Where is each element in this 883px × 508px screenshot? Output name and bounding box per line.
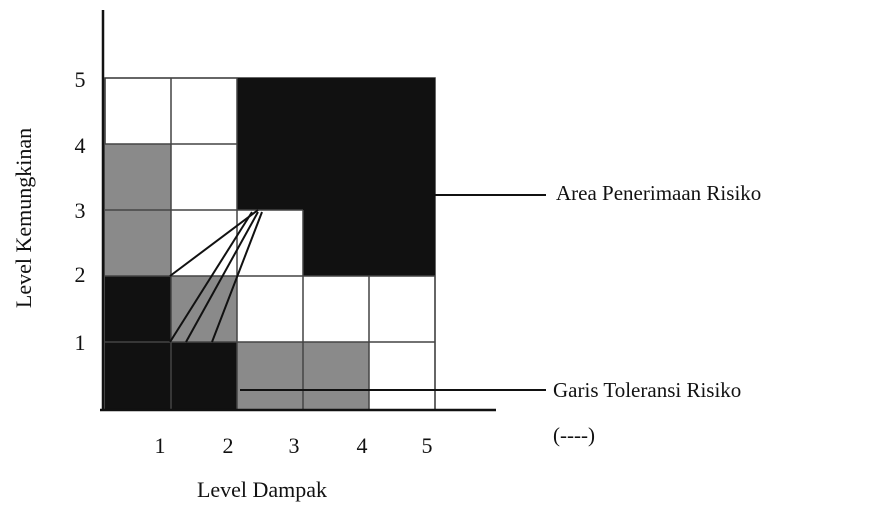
x-tick-label: 3 <box>289 433 300 458</box>
y-axis-label: Level Kemungkinan <box>11 128 36 308</box>
x-ticks: 1 2 3 4 5 <box>155 433 433 458</box>
y-tick-label: 2 <box>75 262 86 287</box>
cell-black <box>303 210 435 276</box>
annotation: Area Penerimaan Risiko <box>556 181 761 205</box>
matrix-cells <box>104 77 436 411</box>
cell-black <box>105 276 171 410</box>
cell-black <box>237 78 435 210</box>
cell-black <box>171 342 237 410</box>
y-tick-label: 5 <box>75 67 86 92</box>
x-axis-label: Level Dampak <box>197 477 327 502</box>
y-tick-label: 1 <box>75 330 86 355</box>
x-tick-label: 4 <box>357 433 368 458</box>
x-tick-label: 1 <box>155 433 166 458</box>
tolerance-fan <box>169 209 263 343</box>
x-tick-label: 2 <box>223 433 234 458</box>
annotation: (----) <box>553 423 595 447</box>
y-ticks: 1 2 3 4 5 <box>75 67 86 355</box>
y-tick-label: 3 <box>75 198 86 223</box>
x-tick-label: 5 <box>422 433 433 458</box>
axes <box>100 10 496 412</box>
annotation: Garis Toleransi Risiko <box>553 378 741 402</box>
y-tick-label: 4 <box>75 133 86 158</box>
grid <box>105 78 435 410</box>
